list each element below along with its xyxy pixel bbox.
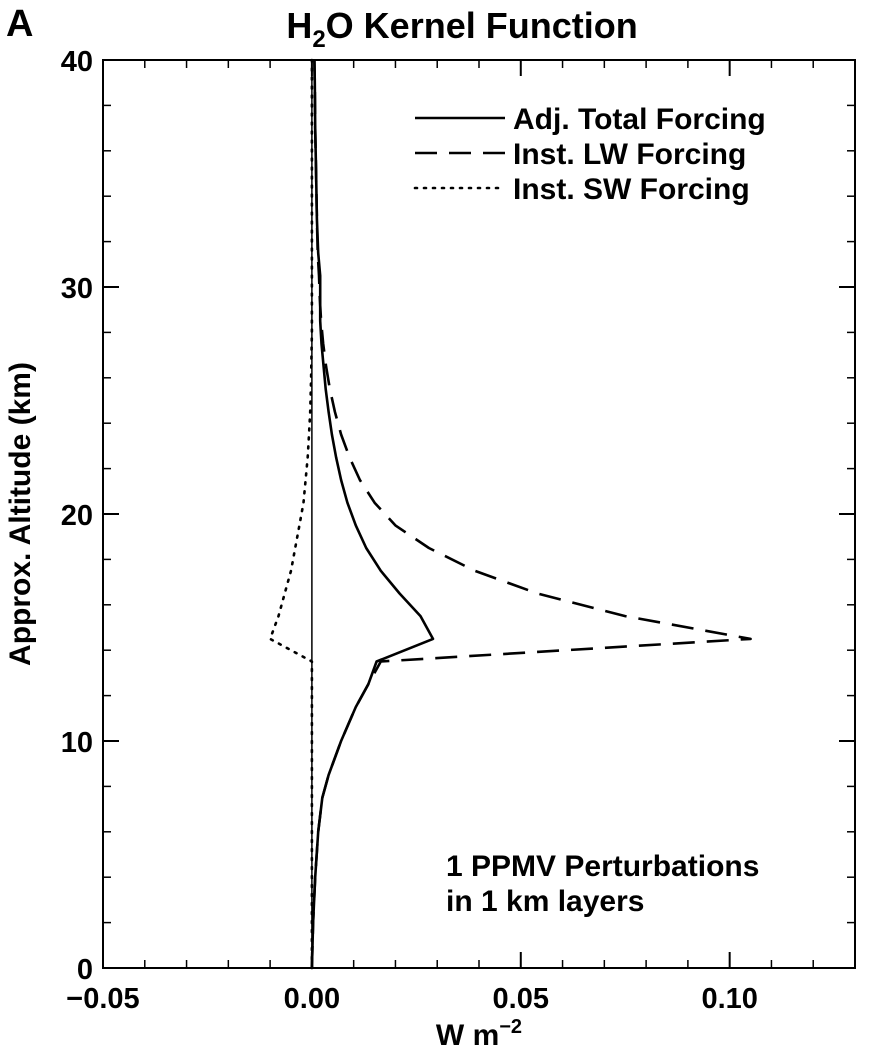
y-tick-label: 10: [61, 727, 93, 759]
legend-label: Inst. SW Forcing: [513, 173, 750, 206]
title-main: H: [286, 5, 312, 46]
y-tick-label: 40: [61, 46, 93, 78]
annotation-line-1: 1 PPMV Perturbations: [446, 850, 759, 883]
series-line-solid: [310, 59, 435, 969]
x-tick-label: 0.00: [284, 983, 340, 1015]
series-layer: [268, 58, 752, 970]
x-axis-label-base: W m: [436, 1019, 499, 1052]
y-tick-label: 30: [61, 273, 93, 305]
y-tick-labels: 0 10 20 30 40: [61, 46, 93, 986]
x-tick-label: 0.05: [493, 983, 549, 1015]
annotation-line-2: in 1 km layers: [446, 885, 644, 918]
y-axis-label: Approx. Altitude (km): [4, 362, 37, 666]
legend-label: Adj. Total Forcing: [513, 103, 766, 136]
legend-label: Inst. LW Forcing: [513, 138, 746, 171]
x-tick-label: −0.05: [66, 983, 139, 1015]
panel-letter: A: [6, 3, 33, 45]
plot-area: [102, 58, 856, 970]
series-line-dotted: [268, 58, 314, 970]
y-tick-label: 0: [77, 954, 93, 986]
y-tick-label: 20: [61, 500, 93, 532]
x-axis-label: W m−2: [436, 1016, 522, 1052]
chart-title: H2O Kernel Function: [286, 5, 637, 53]
x-tick-labels: −0.05 0.00 0.05 0.10: [66, 983, 758, 1015]
title-subscript: 2: [312, 26, 325, 53]
x-tick-label: 0.10: [701, 983, 757, 1015]
x-axis-label-superscript: −2: [499, 1016, 522, 1038]
series-line-dashed: [310, 59, 752, 969]
title-rest: O Kernel Function: [326, 5, 638, 46]
